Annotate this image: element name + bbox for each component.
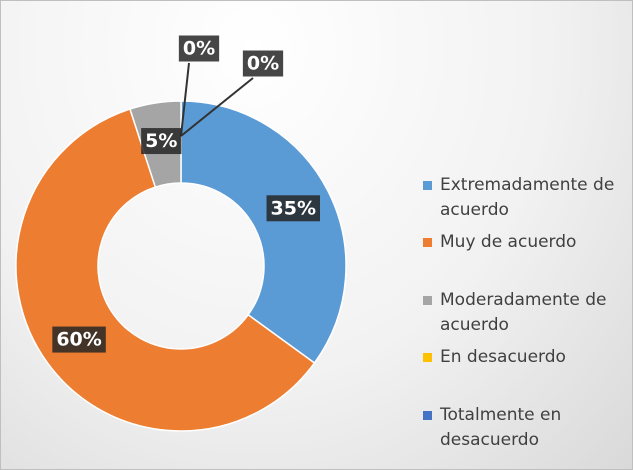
data-label-bg [242,50,284,77]
leader-line [180,77,254,137]
legend-swatch [423,181,432,190]
data-label: 60% [56,329,101,351]
legend-swatch [423,238,432,247]
legend-entry: Totalmente en desacuerdo [423,403,628,453]
data-label-bg [52,326,106,353]
legend-swatch [423,353,432,362]
data-label: 35% [271,197,316,219]
legend-entry: En desacuerdo [423,345,628,370]
slice [180,100,347,365]
legend-swatch [423,296,432,305]
data-label: 0% [183,38,215,60]
legend-swatch [423,411,432,420]
leader-line [180,62,190,137]
data-label: 5% [145,130,177,152]
legend-label: Totalmente en desacuerdo [440,405,562,450]
legend-label: Extremadamente de acuerdo [440,175,615,220]
legend-entry: Extremadamente de acuerdo [423,173,628,223]
data-label-bg [178,35,220,62]
data-label: 0% [247,53,279,75]
legend-label: Moderadamente de acuerdo [440,290,607,335]
legend-entry: Moderadamente de acuerdo [423,288,628,338]
data-label-bg [141,128,182,155]
legend-label: En desacuerdo [440,347,566,367]
legend-label: Muy de acuerdo [440,232,577,252]
legend-entry: Muy de acuerdo [423,230,628,255]
data-label-bg [266,195,321,222]
